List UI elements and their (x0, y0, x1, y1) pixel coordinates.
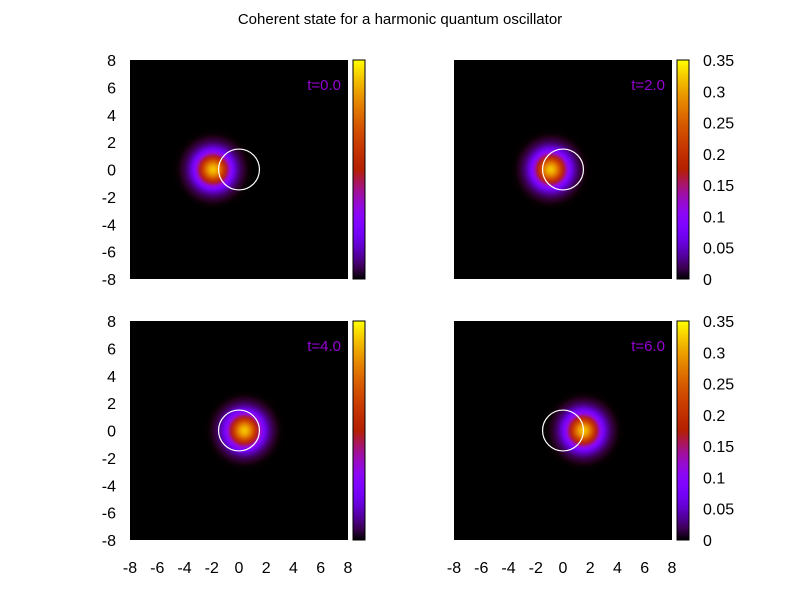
panel-4: t=6.0 -8 -6 -4 -2 0 2 4 6 8 0 0.05 0.1 0.15 0.2 0.25 0.3… (447, 314, 734, 577)
y-tick-label: 4 (107, 369, 116, 386)
y-tick-label: 4 (107, 108, 116, 125)
x-tick-label: 6 (316, 560, 325, 577)
colorbar-tick-label: 0.05 (703, 241, 734, 258)
x-tick-label: 2 (262, 560, 271, 577)
density-peak (200, 386, 289, 475)
figure-title: Coherent state for a harmonic quantum os… (238, 11, 562, 28)
x-tick-label: 2 (586, 560, 595, 577)
y-tick-label: 0 (107, 163, 116, 180)
x-tick-label: 4 (289, 560, 298, 577)
x-tick-label: 8 (668, 560, 677, 577)
y-tick-label: 2 (107, 396, 116, 413)
time-annotation: t=2.0 (631, 77, 665, 94)
y-tick-label: 6 (107, 80, 116, 97)
y-tick-label: -2 (102, 190, 116, 207)
colorbar-tick-label: 0.25 (703, 377, 734, 394)
colorbar (352, 320, 366, 541)
panels: t=0.0 -8 -6 -4 -2 0 2 4 6 8 t=2.0 0 0.05 0.1 0.15 0.2 0.… (102, 53, 734, 577)
orbit-circle (541, 409, 585, 452)
x-tick-label: 0 (235, 560, 244, 577)
colorbar (676, 320, 690, 541)
x-tick-label: -8 (447, 560, 461, 577)
x-tick-label: -4 (177, 560, 191, 577)
x-tick-label: -4 (501, 560, 515, 577)
y-tick-label: 0 (107, 424, 116, 441)
orbit-circle (217, 148, 261, 191)
x-tick-label: 0 (559, 560, 568, 577)
panel-3: t=4.0 -8 -6 -4 -2 0 2 4 6 8 -8 -6 -4 -2 0 2 4 6 8 (102, 314, 366, 577)
x-tick-label: -8 (123, 560, 137, 577)
y-tick-label: -8 (102, 533, 116, 550)
colorbar-tick-label: 0.3 (703, 84, 725, 101)
y-tick-label: -6 (102, 245, 116, 262)
colorbar-tick-label: 0.15 (703, 439, 734, 456)
panel-2: t=2.0 0 0.05 0.1 0.15 0.2 0.25 0.3 0.35 (454, 53, 734, 289)
colorbar-tick-label: 0.05 (703, 502, 734, 519)
colorbar-tick-label: 0.35 (703, 314, 734, 331)
y-tick-label: 6 (107, 341, 116, 358)
y-tick-label: -4 (102, 217, 116, 234)
colorbar-tick-label: 0 (703, 533, 712, 550)
x-tick-label: 8 (344, 560, 353, 577)
colorbar (352, 59, 366, 280)
y-tick-label: 8 (107, 53, 116, 70)
y-tick-label: 8 (107, 314, 116, 331)
orbit-circle (541, 148, 585, 191)
x-tick-label: -6 (150, 560, 164, 577)
y-tick-label: -6 (102, 506, 116, 523)
colorbar-tick-label: 0.1 (703, 470, 725, 487)
y-tick-label: -4 (102, 478, 116, 495)
x-tick-label: -2 (529, 560, 543, 577)
y-tick-label: -2 (102, 451, 116, 468)
y-tick-label: -8 (102, 272, 116, 289)
time-annotation: t=0.0 (307, 77, 341, 94)
colorbar-tick-label: 0.25 (703, 116, 734, 133)
x-tick-label: 4 (613, 560, 622, 577)
colorbar (676, 59, 690, 280)
density-peak (507, 125, 595, 214)
colorbar-tick-label: 0.2 (703, 147, 725, 164)
colorbar-tick-label: 0.1 (703, 209, 725, 226)
colorbar-tick-label: 0 (703, 272, 712, 289)
time-annotation: t=6.0 (631, 338, 665, 355)
time-annotation: t=4.0 (307, 338, 341, 355)
panel-1: t=0.0 -8 -6 -4 -2 0 2 4 6 8 (102, 53, 366, 289)
x-tick-label: -2 (205, 560, 219, 577)
colorbar-tick-label: 0.3 (703, 345, 725, 362)
colorbar-tick-label: 0.2 (703, 408, 725, 425)
colorbar-tick-label: 0.35 (703, 53, 734, 70)
density-peak (169, 125, 257, 214)
orbit-circle (217, 409, 261, 452)
x-tick-label: 6 (640, 560, 649, 577)
y-tick-label: 2 (107, 135, 116, 152)
x-tick-label: -6 (474, 560, 488, 577)
colorbar-tick-label: 0.15 (703, 178, 734, 195)
